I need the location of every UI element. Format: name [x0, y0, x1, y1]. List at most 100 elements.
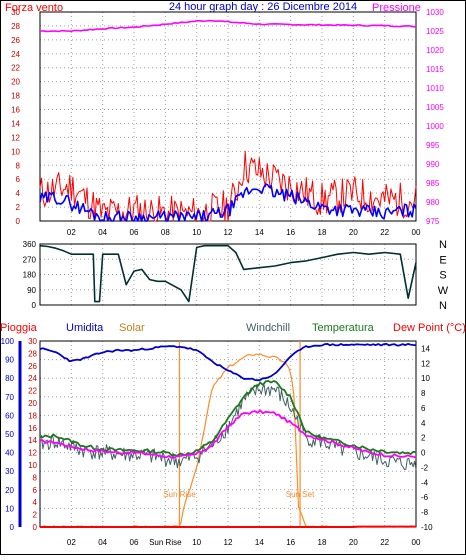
humidity-tick-label: 8 [33, 473, 38, 482]
pressure-tick-label: 1030 [426, 8, 444, 17]
x-tick-label: 12 [224, 228, 233, 237]
pressure-tick-label: 1010 [426, 84, 444, 93]
legend-dewpoint: Dew Point (°C) [393, 322, 466, 334]
temperature-tick-label: 8 [421, 389, 426, 398]
x-tick-label: 00 [412, 538, 421, 547]
humidity-tick-label: 26 [28, 362, 37, 371]
x-tick-label: 20 [349, 538, 358, 547]
rain-tick-label: 100 [1, 337, 15, 346]
pressure-tick-label: 1015 [426, 65, 444, 74]
x-tick-label: 20 [349, 228, 358, 237]
pressure-tick-label: 1020 [426, 46, 444, 55]
temperature-tick-label: 6 [421, 404, 426, 413]
temperature-tick-label: -10 [421, 523, 433, 532]
rain-tick-label: 70 [5, 393, 14, 402]
rain-tick-label: 40 [5, 449, 14, 458]
x-tick-label: 22 [380, 538, 389, 547]
legend-solar: Solar [119, 322, 145, 334]
temperature-tick-label: 14 [421, 344, 430, 353]
pressure-tick-label: 980 [426, 198, 440, 207]
rain-tick-label: 60 [5, 411, 14, 420]
humidity-tick-label: 6 [33, 486, 38, 495]
x-tick-label: Sun Rise [149, 538, 182, 547]
x-tick-label: 10 [192, 538, 201, 547]
humidity-tick-label: 16 [28, 424, 37, 433]
humidity-tick-label: 24 [28, 374, 37, 383]
weather-panel: 0102030405060708090100024681012141618202… [1, 337, 433, 547]
wind-tick-label: 10 [11, 147, 20, 156]
legend-rain: Pioggia [0, 322, 38, 334]
temperature-tick-label: -8 [421, 508, 429, 517]
wind-tick-label: 26 [11, 36, 20, 45]
humidity-tick-label: 10 [28, 461, 37, 470]
x-tick-label: 10 [192, 228, 201, 237]
direction-tick-label: 90 [27, 286, 36, 295]
x-tick-label: 14 [255, 228, 264, 237]
pressure-tick-label: 1000 [426, 122, 444, 131]
wind-tick-label: 0 [16, 217, 21, 226]
wind-tick-label: 14 [11, 119, 20, 128]
rain-tick-label: 0 [10, 523, 15, 532]
wind-tick-label: 12 [11, 133, 20, 142]
header-title: 24 hour graph day : 26 Dicembre 2014 [169, 1, 357, 13]
pressure-tick-label: 990 [426, 160, 440, 169]
temperature-tick-label: -2 [421, 463, 429, 472]
temperature-tick-label: 10 [421, 374, 430, 383]
rain-tick-label: 90 [5, 356, 14, 365]
compass-label: E [439, 254, 446, 266]
temperature-tick-label: 4 [421, 419, 426, 428]
rain-tick-label: 10 [5, 504, 14, 513]
sunset-label: Sun Set [286, 490, 315, 499]
sunrise-label: Sun Rise [163, 490, 196, 499]
humidity-tick-label: 12 [28, 449, 37, 458]
x-tick-label: 16 [286, 228, 295, 237]
humidity-tick-label: 30 [28, 337, 37, 346]
temperature-tick-label: -6 [421, 493, 429, 502]
wind-tick-label: 28 [11, 22, 20, 31]
humidity-tick-label: 18 [28, 411, 37, 420]
pressure-tick-label: 985 [426, 179, 440, 188]
x-tick-label: 04 [98, 538, 107, 547]
wind-tick-label: 18 [11, 92, 20, 101]
humidity-tick-label: 2 [33, 511, 38, 520]
legend-temperature: Temperatura [312, 322, 375, 334]
compass-label: N [439, 300, 447, 312]
x-tick-label: 00 [412, 228, 421, 237]
x-tick-label: 06 [130, 538, 139, 547]
humidity-tick-label: 4 [33, 498, 38, 507]
wind-tick-label: 2 [16, 203, 21, 212]
compass-label: S [439, 270, 446, 282]
humidity-tick-label: 20 [28, 399, 37, 408]
x-tick-label: 22 [380, 228, 389, 237]
x-tick-label: 18 [318, 228, 327, 237]
pressure-tick-label: 995 [426, 141, 440, 150]
series-temperature [40, 381, 416, 456]
x-tick-label: 08 [161, 228, 170, 237]
series-direction [40, 246, 416, 302]
series-wind [40, 151, 416, 221]
x-tick-label: 12 [224, 538, 233, 547]
x-tick-label: 06 [130, 228, 139, 237]
rain-tick-label: 50 [5, 430, 14, 439]
humidity-tick-label: 0 [33, 523, 38, 532]
x-tick-label: 14 [255, 538, 264, 547]
wind-tick-label: 22 [11, 64, 20, 73]
rain-tick-label: 20 [5, 486, 14, 495]
wind-tick-label: 30 [11, 8, 20, 17]
temperature-tick-label: 0 [421, 449, 426, 458]
temperature-tick-label: -4 [421, 478, 429, 487]
wind-tick-label: 4 [16, 189, 21, 198]
rain-tick-label: 80 [5, 374, 14, 383]
humidity-tick-label: 28 [28, 349, 37, 358]
x-tick-label: 02 [67, 538, 76, 547]
pressure-tick-label: 1025 [426, 27, 444, 36]
pressure-tick-label: 1005 [426, 103, 444, 112]
x-tick-label: 02 [67, 228, 76, 237]
wind-tick-label: 24 [11, 50, 20, 59]
pressure-tick-label: 975 [426, 217, 440, 226]
temperature-tick-label: 12 [421, 359, 430, 368]
